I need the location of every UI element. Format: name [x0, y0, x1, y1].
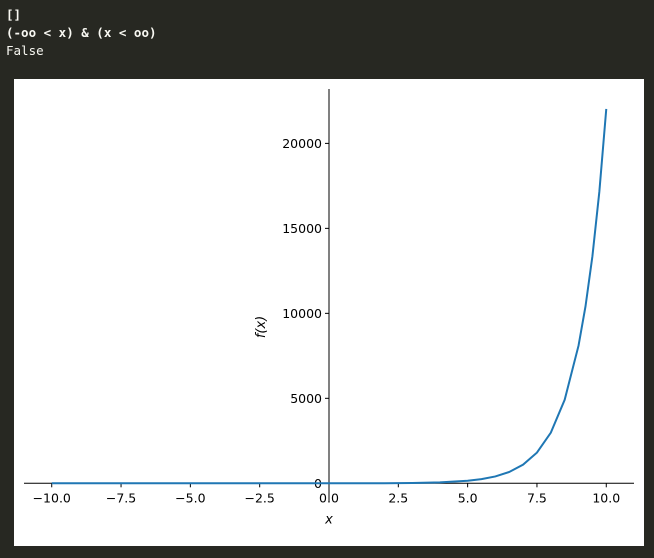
y-tick-label: 10000 [282, 306, 322, 321]
plot-axes [24, 89, 634, 502]
console-line-empty-list: [] [6, 7, 22, 22]
x-tick-label: 2.5 [388, 490, 408, 505]
x-axis-label: x [324, 512, 333, 527]
x-tick-label: 7.5 [527, 490, 547, 505]
console-output: [] (-oo < x) & (x < oo) False [6, 6, 157, 60]
plot-ticks: −10.0 −7.5 −5.0 −2.5 0.0 2.5 5.0 7.5 10.00500010… [33, 136, 621, 505]
y-tick-label: 15000 [282, 221, 322, 236]
x-tick-label: −2.5 [245, 490, 275, 505]
plot-figure: −10.0 −7.5 −5.0 −2.5 0.0 2.5 5.0 7.5 10.0 0 5000 10… [14, 79, 644, 546]
console-line-result: False [6, 43, 44, 58]
y-tick-label: 20000 [282, 136, 322, 151]
plot-canvas: −10.0 −7.5 −5.0 −2.5 0.0 2.5 5.0 7.5 10.00500010… [24, 89, 634, 527]
x-tick-label: −7.5 [106, 490, 136, 505]
x-tick-label: 5.0 [458, 490, 478, 505]
x-tick-label: 10.0 [592, 490, 620, 505]
y-tick-label: 5000 [290, 391, 322, 406]
x-tick-label: 0.0 [319, 490, 339, 505]
series-line [51, 108, 608, 485]
x-tick-label: −10.0 [33, 490, 71, 505]
x-tick-label: −5.0 [175, 490, 205, 505]
y-axis-label: f(x) [254, 316, 269, 338]
console-line-interval: (-oo < x) & (x < oo) [6, 25, 157, 40]
